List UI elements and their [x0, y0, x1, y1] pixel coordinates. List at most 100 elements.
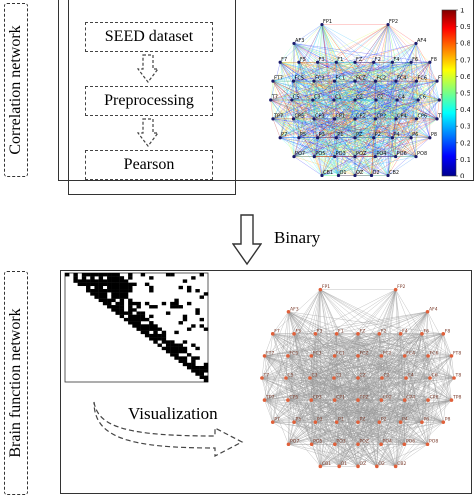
matrix-cell [73, 273, 78, 277]
binary-edge [264, 333, 273, 401]
electrode-node [318, 287, 323, 292]
electrode-node [312, 117, 316, 121]
binary-edge [264, 377, 455, 401]
binary-edge [272, 311, 289, 334]
colorbar-tick-label: 0.9 [460, 23, 470, 31]
binary-edge [320, 289, 452, 357]
electrode-node [379, 442, 383, 447]
electrode-node [286, 442, 291, 447]
electrode-node [372, 136, 376, 140]
matrix-cell [98, 298, 104, 303]
matrix-cell [107, 305, 112, 309]
binary-edge [400, 399, 452, 423]
matrix-cell [107, 301, 112, 306]
matrix-cell [119, 311, 125, 315]
brain-function-network-label: Brain function network [7, 308, 24, 458]
correlation-edge [392, 43, 417, 63]
correlation-network-label: Correlation network [7, 25, 24, 155]
electrode-node [356, 420, 360, 424]
correlation-edge [293, 156, 323, 176]
electrode-label: CPZ [356, 113, 367, 119]
matrix-cell [132, 321, 137, 325]
matrix-cell [174, 305, 179, 309]
binary-edge [427, 377, 431, 445]
matrix-cell [94, 279, 99, 283]
matrix-cell [178, 285, 183, 290]
electrode-label: FP2 [389, 19, 398, 25]
matrix-cell [115, 308, 120, 312]
electrode-label: PO4 [376, 151, 386, 157]
binary-edge [261, 355, 452, 379]
correlation-edge [387, 24, 417, 44]
matrix-cell [90, 282, 95, 287]
correlation-edge [373, 137, 376, 157]
correlation-edge [373, 24, 389, 63]
electrode-label: O2 [378, 461, 385, 467]
correlation-edge [298, 118, 376, 138]
electrode-node [353, 60, 357, 64]
matrix-cell [174, 298, 179, 303]
binary-edge [294, 399, 405, 423]
correlation-edge [392, 118, 438, 138]
electrode-node [292, 420, 296, 424]
electrode-label: C6 [419, 95, 426, 101]
correlation-edge [314, 137, 412, 157]
matrix-cell [199, 372, 204, 376]
matrix-cell [182, 346, 188, 351]
correlation-edge [317, 62, 335, 119]
electrode-label: POZ [356, 151, 367, 157]
colorbar-tick-label: 0 [460, 173, 464, 179]
electrode-label: F6 [423, 328, 429, 334]
electrode-node [353, 98, 357, 102]
matrix-cell [199, 295, 204, 299]
colorbar-tick-label: 0.8 [460, 40, 470, 48]
matrix-cell [149, 327, 154, 331]
correlation-edge [298, 137, 376, 157]
correlation-edge [272, 62, 356, 82]
binary-edge [315, 421, 405, 445]
correlation-edge [321, 24, 356, 119]
binary-edge [334, 421, 444, 445]
electrode-label: PO5 [313, 439, 322, 445]
matrix-cell [102, 273, 108, 277]
matrix-cell [191, 343, 196, 347]
matrix-cell [144, 282, 150, 287]
binary-edge [395, 400, 405, 467]
correlation-edge [279, 43, 295, 138]
correlation-edge [313, 81, 339, 176]
correlation-edge [334, 137, 337, 157]
matrix-cell [165, 340, 171, 344]
correlation-edge [293, 118, 393, 138]
matrix-cell [132, 282, 137, 287]
electrode-label: F4 [393, 57, 399, 63]
binary-edge [287, 399, 401, 423]
matrix-cell [203, 375, 209, 379]
electrode-label: P7 [274, 417, 280, 423]
binary-edge [288, 421, 422, 445]
matrix-cell [102, 282, 108, 287]
correlation-edge [354, 118, 438, 138]
binary-edge [404, 355, 455, 379]
electrode-label: P6 [423, 417, 429, 423]
matrix-cell [98, 289, 104, 293]
binary-edge [287, 399, 380, 423]
matrix-cell [102, 279, 108, 283]
electrode-node [356, 332, 360, 336]
binary-edge [288, 421, 359, 445]
binary-edge [421, 400, 429, 423]
correlation-edge [313, 118, 374, 138]
matrix-cell [107, 289, 112, 293]
binary-edge [293, 421, 382, 445]
electrode-node [337, 464, 341, 469]
matrix-cell [132, 314, 137, 319]
binary-edge [264, 333, 401, 357]
electrode-label: CP3 [315, 113, 325, 119]
correlation-edge [293, 99, 440, 120]
matrix-cell [81, 282, 87, 287]
correlation-edge [293, 43, 356, 63]
colorbar-tick-label: 0.1 [460, 156, 470, 164]
binary-edge [311, 377, 359, 445]
binary-edge [272, 421, 428, 445]
correlation-edge [270, 80, 356, 101]
matrix-cell [111, 308, 116, 312]
